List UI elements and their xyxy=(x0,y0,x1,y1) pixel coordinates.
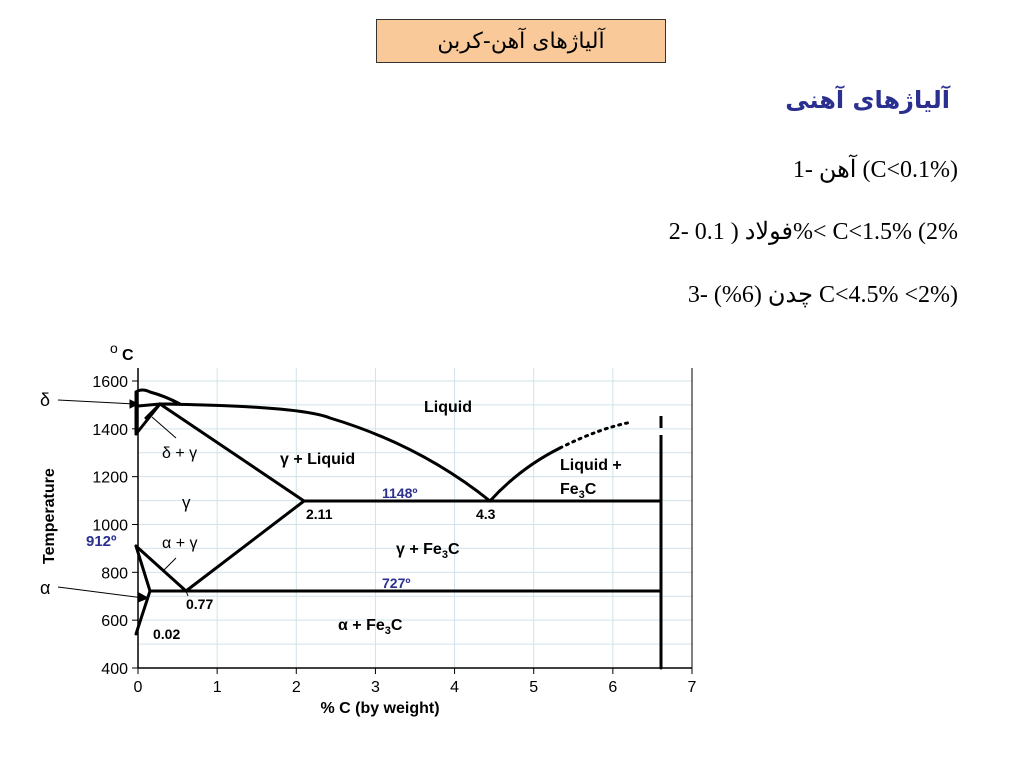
y-tick-label: 1400 xyxy=(92,422,128,439)
label-1148: 1148º xyxy=(382,485,418,501)
y-tick-labels: 1600 1400 1200 1000 800 600 400 xyxy=(92,374,138,678)
y-tick-label: 1000 xyxy=(92,518,128,535)
alpha-arrowhead xyxy=(137,592,150,603)
region-liquid-fe3c-line2: Fe3C xyxy=(560,481,597,501)
value-0-02: 0.02 xyxy=(153,626,180,642)
degree-symbol: o xyxy=(110,340,118,356)
x-tick-label: 7 xyxy=(688,679,697,696)
list-item-steel: 2- فولاد ( 0.1%< C<1.5% (2% xyxy=(668,219,958,245)
point-912-label: 912º xyxy=(86,533,117,550)
value-2-11: 2.11 xyxy=(306,506,333,522)
region-gamma-liquid: γ + Liquid xyxy=(280,451,355,468)
region-liquid: Liquid xyxy=(424,399,472,416)
label-727: 727º xyxy=(382,575,410,591)
unit-label: C xyxy=(122,347,134,364)
leader-lines xyxy=(57,399,189,603)
x-tick-labels: 0 1 2 3 4 5 6 7 xyxy=(134,668,697,696)
liquidus-dotted xyxy=(558,420,634,450)
region-gamma-fe3c: γ + Fe3C xyxy=(396,541,460,561)
x-tick-label: 6 xyxy=(608,679,617,696)
val-077-leader xyxy=(185,590,189,597)
y-tick-label: 600 xyxy=(101,613,128,630)
x-tick-label: 3 xyxy=(371,679,380,696)
phase-alpha-label: α xyxy=(40,578,50,598)
region-alpha-gamma: α + γ xyxy=(162,535,197,552)
region-delta-gamma: δ + γ xyxy=(162,445,197,462)
x-tick-label: 0 xyxy=(134,679,143,696)
liquidus-left xyxy=(158,402,492,503)
region-alpha-fe3c: α + Fe3C xyxy=(338,617,403,637)
y-tick-label: 400 xyxy=(101,661,128,678)
list-item-iron: 1- آهن (C<0.1%) xyxy=(792,157,958,183)
x-tick-label: 2 xyxy=(292,679,301,696)
liquidus-right xyxy=(488,446,562,503)
slide-title: آلیاژهای آهن-کربن xyxy=(376,19,666,63)
iron-carbon-phase-diagram: 0 1 2 3 4 5 6 7 1600 1400 1200 1000 800 600 400 o C T… xyxy=(40,340,697,717)
y-tick-label: 1200 xyxy=(92,470,128,487)
region-gamma: γ xyxy=(182,493,191,512)
region-liquid-fe3c-line1: Liquid + xyxy=(560,457,622,474)
y-tick-label: 1600 xyxy=(92,374,128,391)
gamma-solidus xyxy=(158,402,306,503)
value-0-77: 0.77 xyxy=(186,596,213,612)
delta-leader xyxy=(57,399,135,405)
list-item-cast-iron: 3- چدن (6%) C<4.5% <2%) xyxy=(687,282,958,308)
phase-delta-label: δ xyxy=(40,390,50,410)
grid xyxy=(138,368,693,669)
slide-subtitle: آلیاژهای آهنی xyxy=(785,86,950,114)
x-tick-label: 1 xyxy=(213,679,222,696)
acm-line xyxy=(184,499,306,593)
y-tick-label: 800 xyxy=(101,565,128,582)
phase-boundaries xyxy=(134,388,663,670)
delta-loop xyxy=(134,388,181,408)
delta-gamma-lines xyxy=(134,402,162,436)
x-axis-title: % C (by weight) xyxy=(320,700,439,717)
value-4-3: 4.3 xyxy=(476,506,496,522)
y-axis-title: Temperature xyxy=(41,468,58,564)
alpha-leader xyxy=(57,586,145,599)
x-tick-label: 5 xyxy=(529,679,538,696)
alpha-gamma-leader xyxy=(163,557,177,571)
x-tick-label: 4 xyxy=(450,679,459,696)
delta-gamma-leader xyxy=(151,416,177,439)
delta-arrowhead xyxy=(129,399,140,409)
a3-line xyxy=(134,544,188,593)
